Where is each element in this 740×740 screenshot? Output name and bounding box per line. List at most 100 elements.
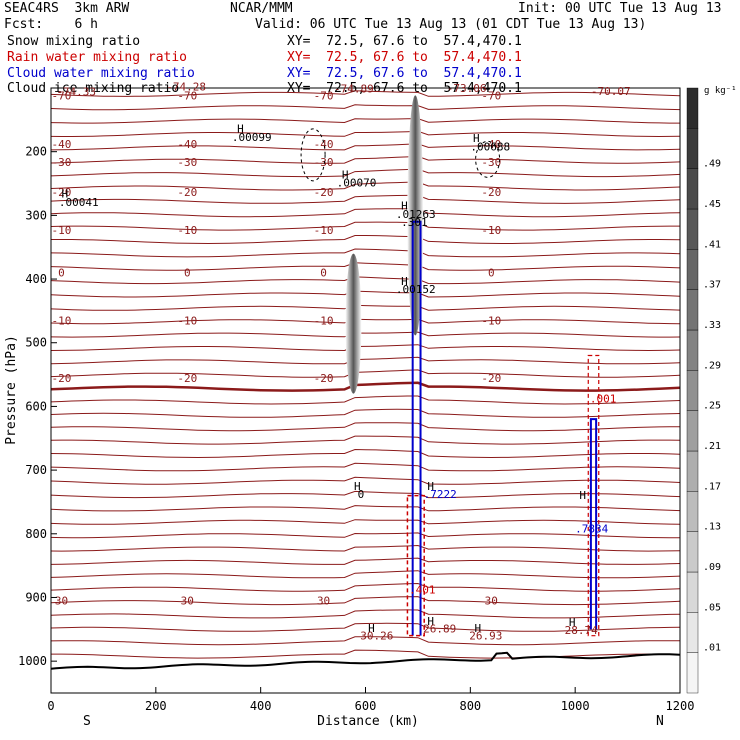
temp-contour-line xyxy=(51,649,681,659)
temp-contour-line xyxy=(50,381,681,392)
temp-contour-label: -20 xyxy=(481,186,501,199)
temp-contour-line xyxy=(50,369,681,378)
chart-annotation: H xyxy=(475,622,482,635)
temp-contour-line xyxy=(50,344,681,352)
colorbar-label: .29 xyxy=(703,360,721,371)
colorbar-bin xyxy=(686,571,699,613)
colorbar-bin xyxy=(686,370,699,411)
left-endpoint: S xyxy=(83,714,91,729)
temp-contour-line xyxy=(50,544,681,552)
terrain-line xyxy=(50,651,681,670)
temp-contour-label: -10 xyxy=(52,224,72,237)
chart-annotation: H xyxy=(569,616,576,629)
temp-contour-label: 0 xyxy=(320,267,327,280)
colorbar-label: .45 xyxy=(703,199,721,210)
plot-frame xyxy=(50,87,681,694)
temp-contour-line xyxy=(50,505,681,512)
y-tick-label: 800 xyxy=(25,527,47,541)
temp-contour-label: 0 xyxy=(488,267,495,280)
temp-contour-line xyxy=(50,168,681,178)
temp-contour-label: -10 xyxy=(177,224,197,237)
y-tick-label: 600 xyxy=(25,399,47,413)
y-tick-label: 400 xyxy=(25,272,47,286)
temp-contour-label: -40 xyxy=(481,138,501,151)
temp-contour-label: -20 xyxy=(52,186,72,199)
field-name-cloud-water: Cloud water mixing ratio xyxy=(7,66,195,81)
temp-contour-label: 30 xyxy=(181,595,194,608)
temp-contour-line xyxy=(50,248,681,258)
temp-contour-line xyxy=(50,557,681,565)
temp-contour-line xyxy=(50,622,681,632)
temp-contour-label: -40 xyxy=(177,138,197,151)
temp-contour-line xyxy=(50,104,681,111)
y-tick-label: 200 xyxy=(25,145,47,159)
temp-contour-label: -70 xyxy=(177,90,197,103)
temp-contour-line xyxy=(50,532,680,539)
terrain-profile xyxy=(50,651,681,670)
chart-annotation: 26.93 xyxy=(469,630,502,643)
temp-contour-line xyxy=(50,408,681,418)
chart-annotation: H xyxy=(368,622,375,635)
temp-contour-label: 30 xyxy=(485,595,498,608)
temp-contour-line xyxy=(50,130,681,138)
temp-contour-label: -10 xyxy=(52,314,72,327)
colorbar-label: .17 xyxy=(703,481,721,492)
x-tick-label: 800 xyxy=(459,699,481,713)
init-time: Init: 00 UTC Tue 13 Aug 13 xyxy=(518,1,722,16)
temp-contour-label: -10 xyxy=(481,314,501,327)
colorbar-label: .41 xyxy=(703,239,721,250)
temp-contour-label: 30 xyxy=(55,595,68,608)
temp-contour-line xyxy=(50,636,681,646)
field-xy-snow: XY= 72.5, 67.6 to 57.4,470.1 xyxy=(287,34,522,49)
temp-contour-line xyxy=(50,448,681,459)
org-label: NCAR/MMM xyxy=(230,1,293,16)
colorbar-label: .33 xyxy=(703,320,721,331)
rain-region-center xyxy=(406,494,425,637)
snow-column-center xyxy=(407,95,424,336)
temp-contour-label: -10 xyxy=(314,224,334,237)
x-tick-label: 200 xyxy=(145,699,167,713)
temp-contour-label: -20 xyxy=(177,186,197,199)
temp-contour-label: -20 xyxy=(314,186,334,199)
temp-contour-label: 0 xyxy=(58,267,65,280)
colorbar-bin xyxy=(686,450,699,492)
cloud-water-right xyxy=(589,418,598,630)
temp-contour-label: -10 xyxy=(314,314,334,327)
temp-contour-label: 30 xyxy=(317,595,330,608)
chart-annotation: H xyxy=(61,188,68,201)
temp-contour-line xyxy=(50,194,681,204)
x-tick-label: 1000 xyxy=(561,699,590,713)
field-name-rain: Rain water mixing ratio xyxy=(7,50,188,65)
field-name-cloud-ice: Cloud ice mixing ratio xyxy=(7,81,180,96)
temp-contour-line xyxy=(50,422,680,432)
chart-annotation: .7222 xyxy=(424,488,457,501)
colorbar-label: .25 xyxy=(703,401,721,412)
axes: 0 200 400 600 800 1000 12002003004005006007008… xyxy=(18,145,694,713)
temp-contour-line xyxy=(50,290,681,298)
colorbar-bin xyxy=(686,289,699,331)
temp-contour-label: -20 xyxy=(481,372,501,385)
chart-annotation: .01263 xyxy=(396,208,436,221)
temp-contour-line xyxy=(50,519,681,525)
x-tick-label: 0 xyxy=(47,699,54,713)
y-tick-label: 500 xyxy=(25,336,47,350)
colorbar-bin xyxy=(686,652,699,694)
chart-annotation: H xyxy=(473,132,480,145)
temp-contour-label: -40 xyxy=(52,138,72,151)
temp-contour-label: -30 xyxy=(481,156,501,169)
chart-annotation: .001 xyxy=(590,393,617,406)
colorbar: .01 .05 .09 .13 .17 .21 .25 .29 .33 .37 .41 .45 .49 xyxy=(686,87,721,694)
chart-annotation: .00152 xyxy=(396,283,436,296)
x-axis-label: Distance (km) xyxy=(317,714,419,729)
temp-contour-line xyxy=(50,276,681,285)
chart-annotation: H xyxy=(354,480,361,493)
cloud-water-core xyxy=(411,220,422,636)
temp-contour-line xyxy=(50,155,681,164)
colorbar-bin xyxy=(686,208,699,250)
temp-contour-label: -10 xyxy=(177,314,197,327)
chart-annotation: .00070 xyxy=(337,177,377,190)
model-title: SEAC4RS 3km ARW xyxy=(4,1,130,16)
chart-annotation: .00041 xyxy=(59,196,99,209)
temp-contour-line xyxy=(50,356,681,365)
